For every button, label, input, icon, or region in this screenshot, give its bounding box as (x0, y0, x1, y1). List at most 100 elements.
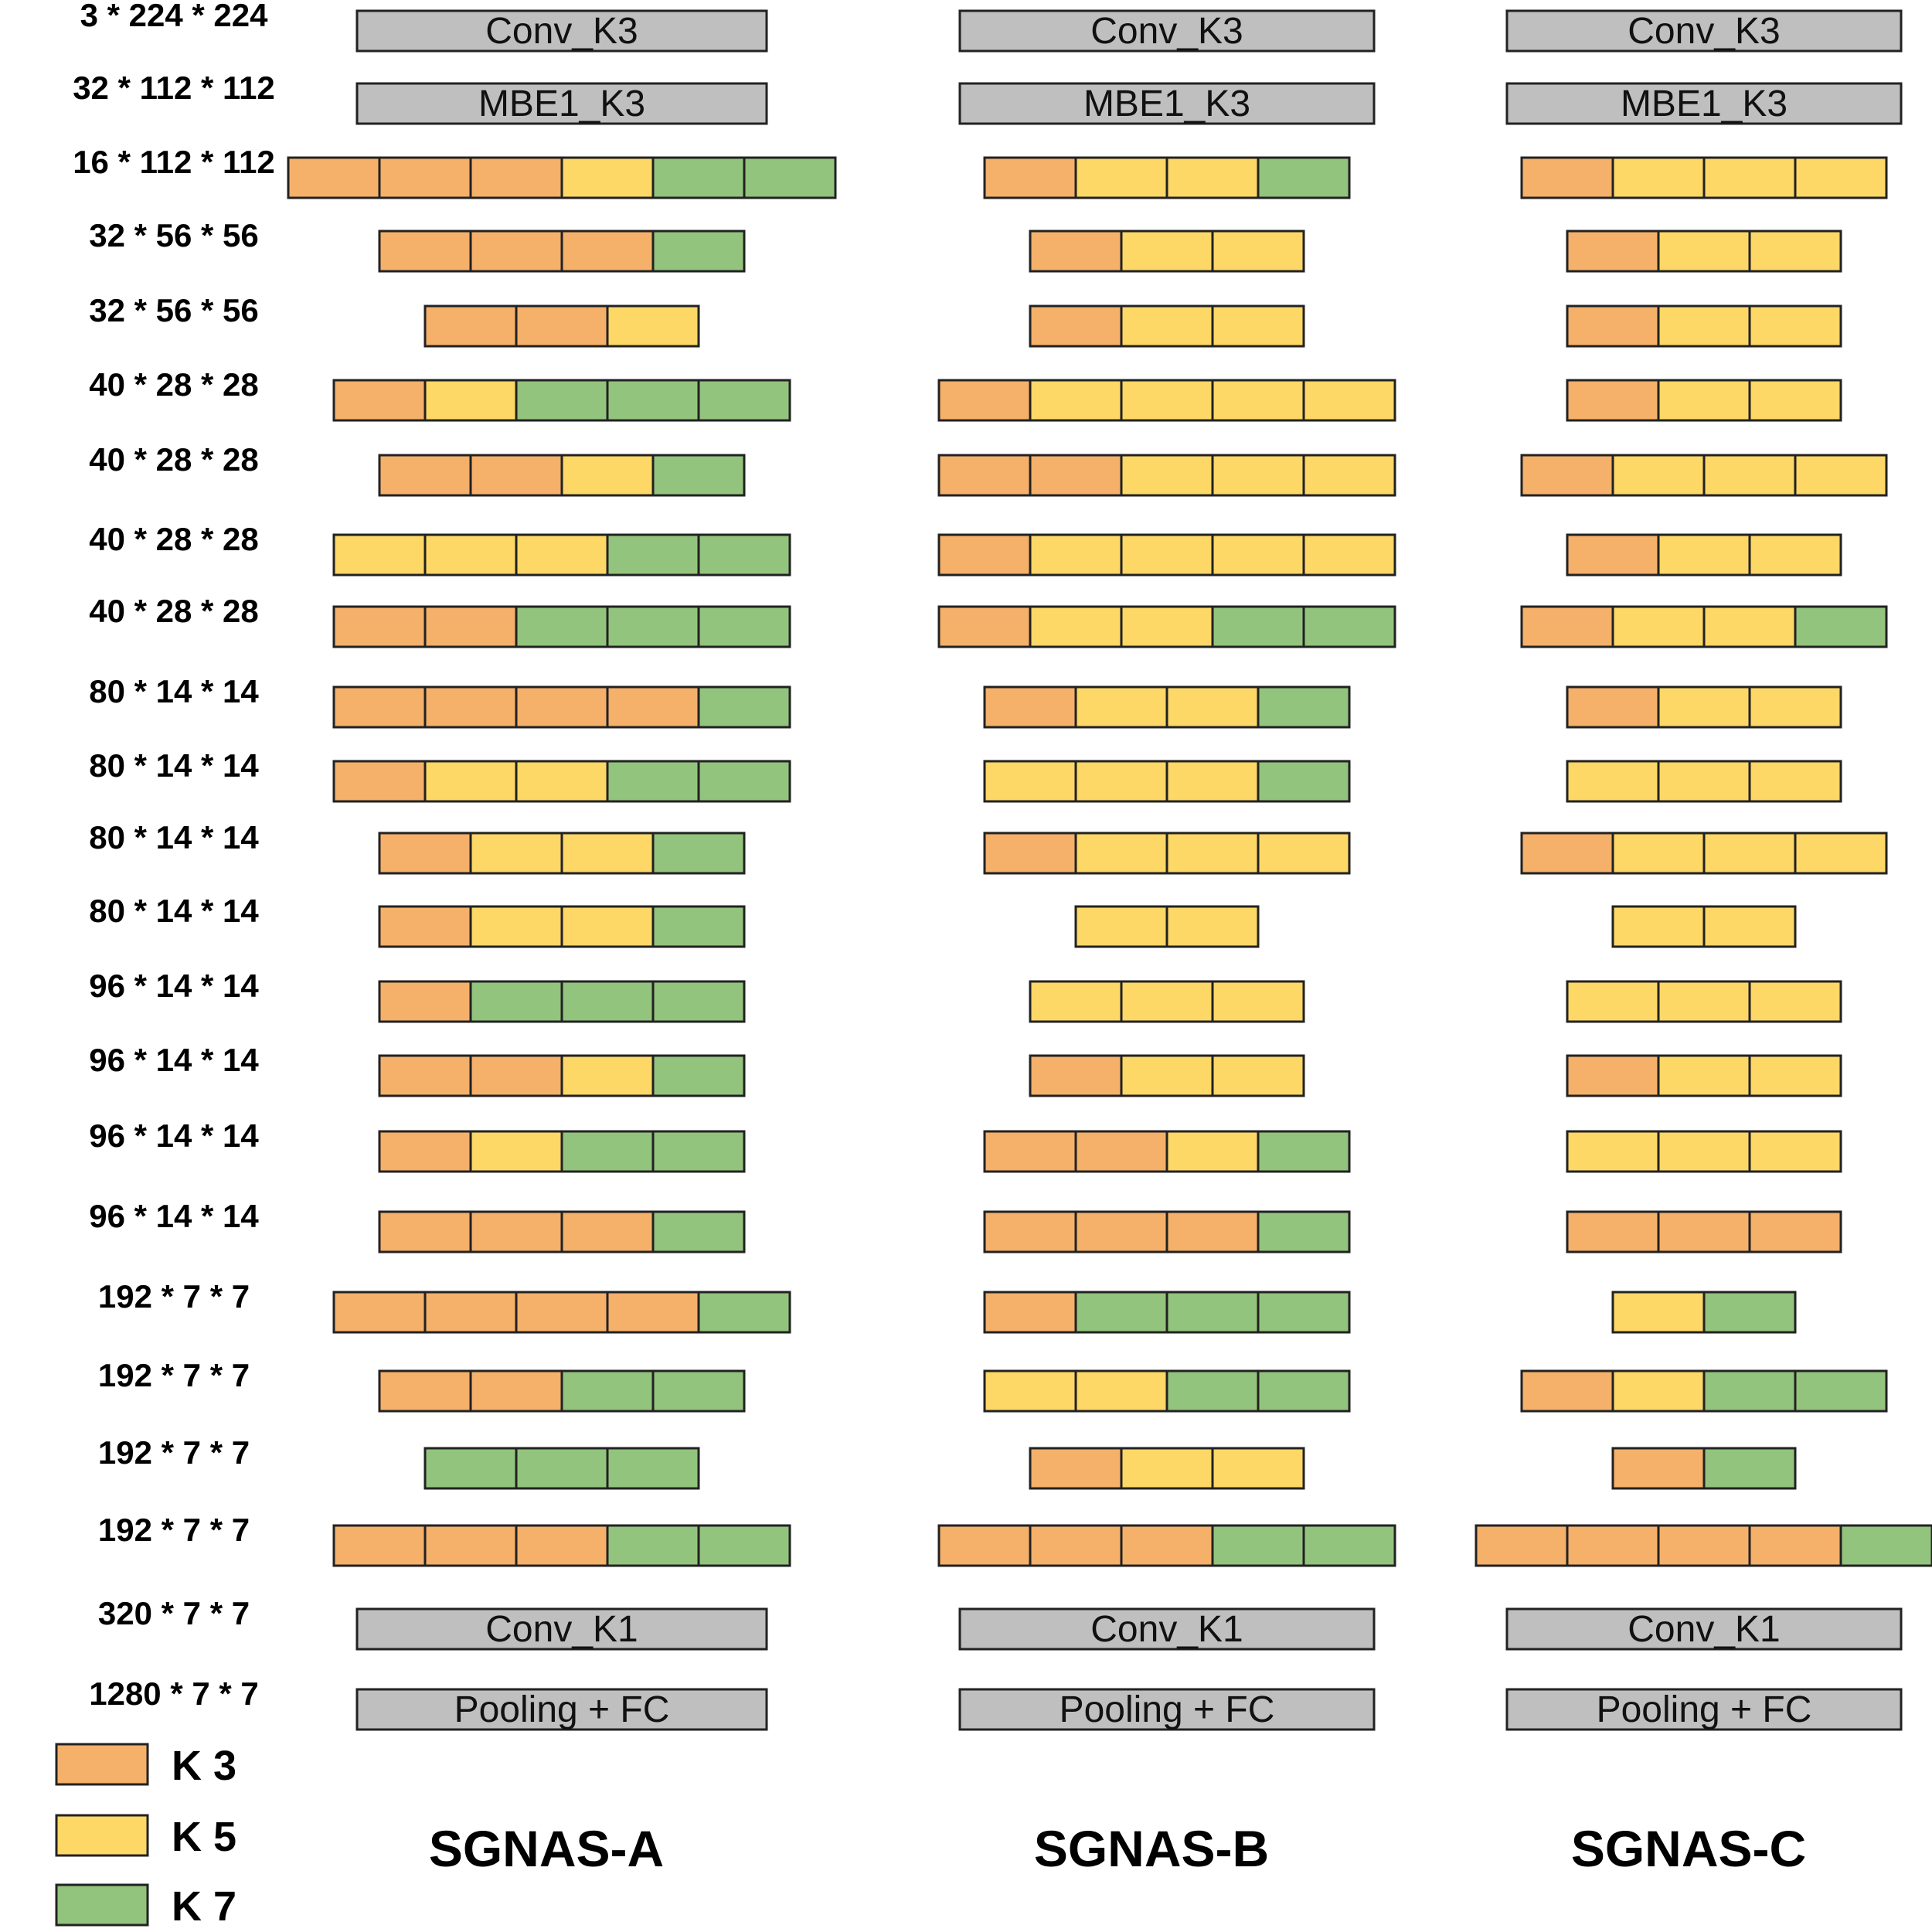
kernel-cell-k7 (651, 156, 746, 199)
kernel-cell-k5 (423, 379, 518, 422)
kernel-cell-k5 (515, 760, 609, 803)
kernel-cell-k3 (515, 1291, 609, 1334)
mbe1-k3-block (958, 82, 1376, 125)
kernel-cell-k5 (1074, 1369, 1168, 1413)
conv-k1-block-label: Conv_K1 (485, 1609, 638, 1650)
kernel-cell-k3 (560, 1210, 655, 1253)
shape-label: 96 * 14 * 14 (89, 1198, 259, 1234)
kernel-cell-k3 (983, 832, 1077, 875)
shape-label: 96 * 14 * 14 (89, 1042, 259, 1078)
pooling-fc-block-label: Pooling + FC (454, 1689, 670, 1730)
kernel-cell-k5 (469, 832, 563, 875)
conv-k1-block (958, 1607, 1376, 1651)
kernel-cell-k3 (332, 1291, 427, 1334)
kernel-cell-k3 (378, 156, 472, 199)
kernel-cell-k5 (1702, 832, 1797, 875)
kernel-cell-k7 (697, 760, 791, 803)
kernel-cell-k5 (1748, 980, 1842, 1023)
kernel-cell-k7 (469, 980, 563, 1023)
kernel-cell-k7 (606, 760, 700, 803)
kernel-cell-k5 (1657, 980, 1751, 1023)
kernel-cell-k5 (1211, 980, 1305, 1023)
kernel-cell-k7 (1302, 1524, 1396, 1567)
kernel-cell-k7 (697, 379, 791, 422)
kernel-cell-k7 (651, 1130, 746, 1173)
kernel-cell-k7 (515, 379, 609, 422)
kernel-cell-k5 (1165, 905, 1260, 948)
conv-k1-block-label: Conv_K1 (1090, 1609, 1243, 1650)
kernel-cell-k5 (1120, 980, 1214, 1023)
kernel-cell-k5 (1120, 605, 1214, 648)
kernel-cell-k3 (378, 1054, 472, 1097)
kernel-cell-k5 (1074, 760, 1168, 803)
mbe1-k3-block (1505, 82, 1903, 125)
kernel-cell-k5 (1074, 832, 1168, 875)
kernel-cell-k5 (1120, 1447, 1214, 1490)
kernel-cell-k3 (937, 533, 1032, 577)
legend-label-k3: K 3 (172, 1743, 236, 1789)
kernel-cell-k3 (937, 379, 1032, 422)
kernel-cell-k3 (469, 156, 563, 199)
shape-label: 96 * 14 * 14 (89, 1117, 259, 1154)
kernel-cell-k7 (651, 905, 746, 948)
mbe1-k3-block-label: MBE1_K3 (1083, 83, 1250, 124)
shape-label: 32 * 56 * 56 (89, 292, 259, 328)
conv-k3-block (355, 9, 768, 53)
kernel-cell-k5 (423, 760, 518, 803)
kernel-cell-k7 (1257, 1369, 1351, 1413)
kernel-cell-k7 (697, 1291, 791, 1334)
legend-label-k5: K 5 (172, 1814, 236, 1860)
kernel-cell-k7 (606, 605, 700, 648)
kernel-cell-k5 (1702, 454, 1797, 497)
kernel-cell-k3 (1074, 1130, 1168, 1173)
kernel-cell-k5 (1657, 533, 1751, 577)
kernel-cell-k5 (1657, 685, 1751, 729)
kernel-cell-k3 (1520, 832, 1614, 875)
shape-label: 40 * 28 * 28 (89, 593, 259, 629)
kernel-cell-k3 (332, 685, 427, 729)
kernel-cell-k5 (606, 304, 700, 348)
kernel-cell-k3 (332, 379, 427, 422)
architecture-title: SGNAS-B (1034, 1820, 1269, 1877)
kernel-cell-k7 (1839, 1524, 1932, 1567)
kernel-cell-k5 (983, 1369, 1077, 1413)
conv-k1-block (355, 1607, 768, 1651)
kernel-cell-k5 (1165, 156, 1260, 199)
kernel-cell-k5 (1794, 832, 1888, 875)
pooling-fc-block (355, 1688, 768, 1731)
kernel-cell-k7 (651, 1210, 746, 1253)
kernel-cell-k5 (1211, 1054, 1305, 1097)
kernel-cell-k3 (1074, 1210, 1168, 1253)
kernel-cell-k5 (1074, 905, 1168, 948)
kernel-cell-k5 (515, 533, 609, 577)
kernel-cell-k3 (469, 1210, 563, 1253)
kernel-cell-k3 (469, 1054, 563, 1097)
shape-label: 3 * 224 * 224 (80, 0, 269, 33)
kernel-cell-k5 (1794, 454, 1888, 497)
kernel-cell-k3 (515, 304, 609, 348)
kernel-cell-k5 (1211, 454, 1305, 497)
shape-label: 192 * 7 * 7 (98, 1357, 250, 1393)
kernel-cell-k7 (1165, 1291, 1260, 1334)
kernel-cell-k5 (560, 156, 655, 199)
kernel-cell-k3 (606, 1291, 700, 1334)
kernel-cell-k7 (651, 832, 746, 875)
kernel-cell-k5 (560, 1054, 655, 1097)
kernel-cell-k5 (1165, 685, 1260, 729)
kernel-cell-k5 (1120, 230, 1214, 273)
kernel-cell-k3 (1566, 1054, 1660, 1097)
kernel-cell-k5 (1211, 230, 1305, 273)
kernel-cell-k7 (423, 1447, 518, 1490)
kernel-cell-k3 (937, 1524, 1032, 1567)
kernel-cell-k3 (1520, 454, 1614, 497)
conv-k3-block (1505, 9, 1903, 53)
kernel-cell-k3 (1029, 1524, 1123, 1567)
kernel-cell-k7 (697, 685, 791, 729)
kernel-cell-k7 (651, 454, 746, 497)
kernel-cell-k5 (1794, 156, 1888, 199)
kernel-cell-k7 (651, 980, 746, 1023)
kernel-cell-k3 (1566, 379, 1660, 422)
kernel-cell-k3 (378, 905, 472, 948)
kernel-cell-k7 (1794, 1369, 1888, 1413)
